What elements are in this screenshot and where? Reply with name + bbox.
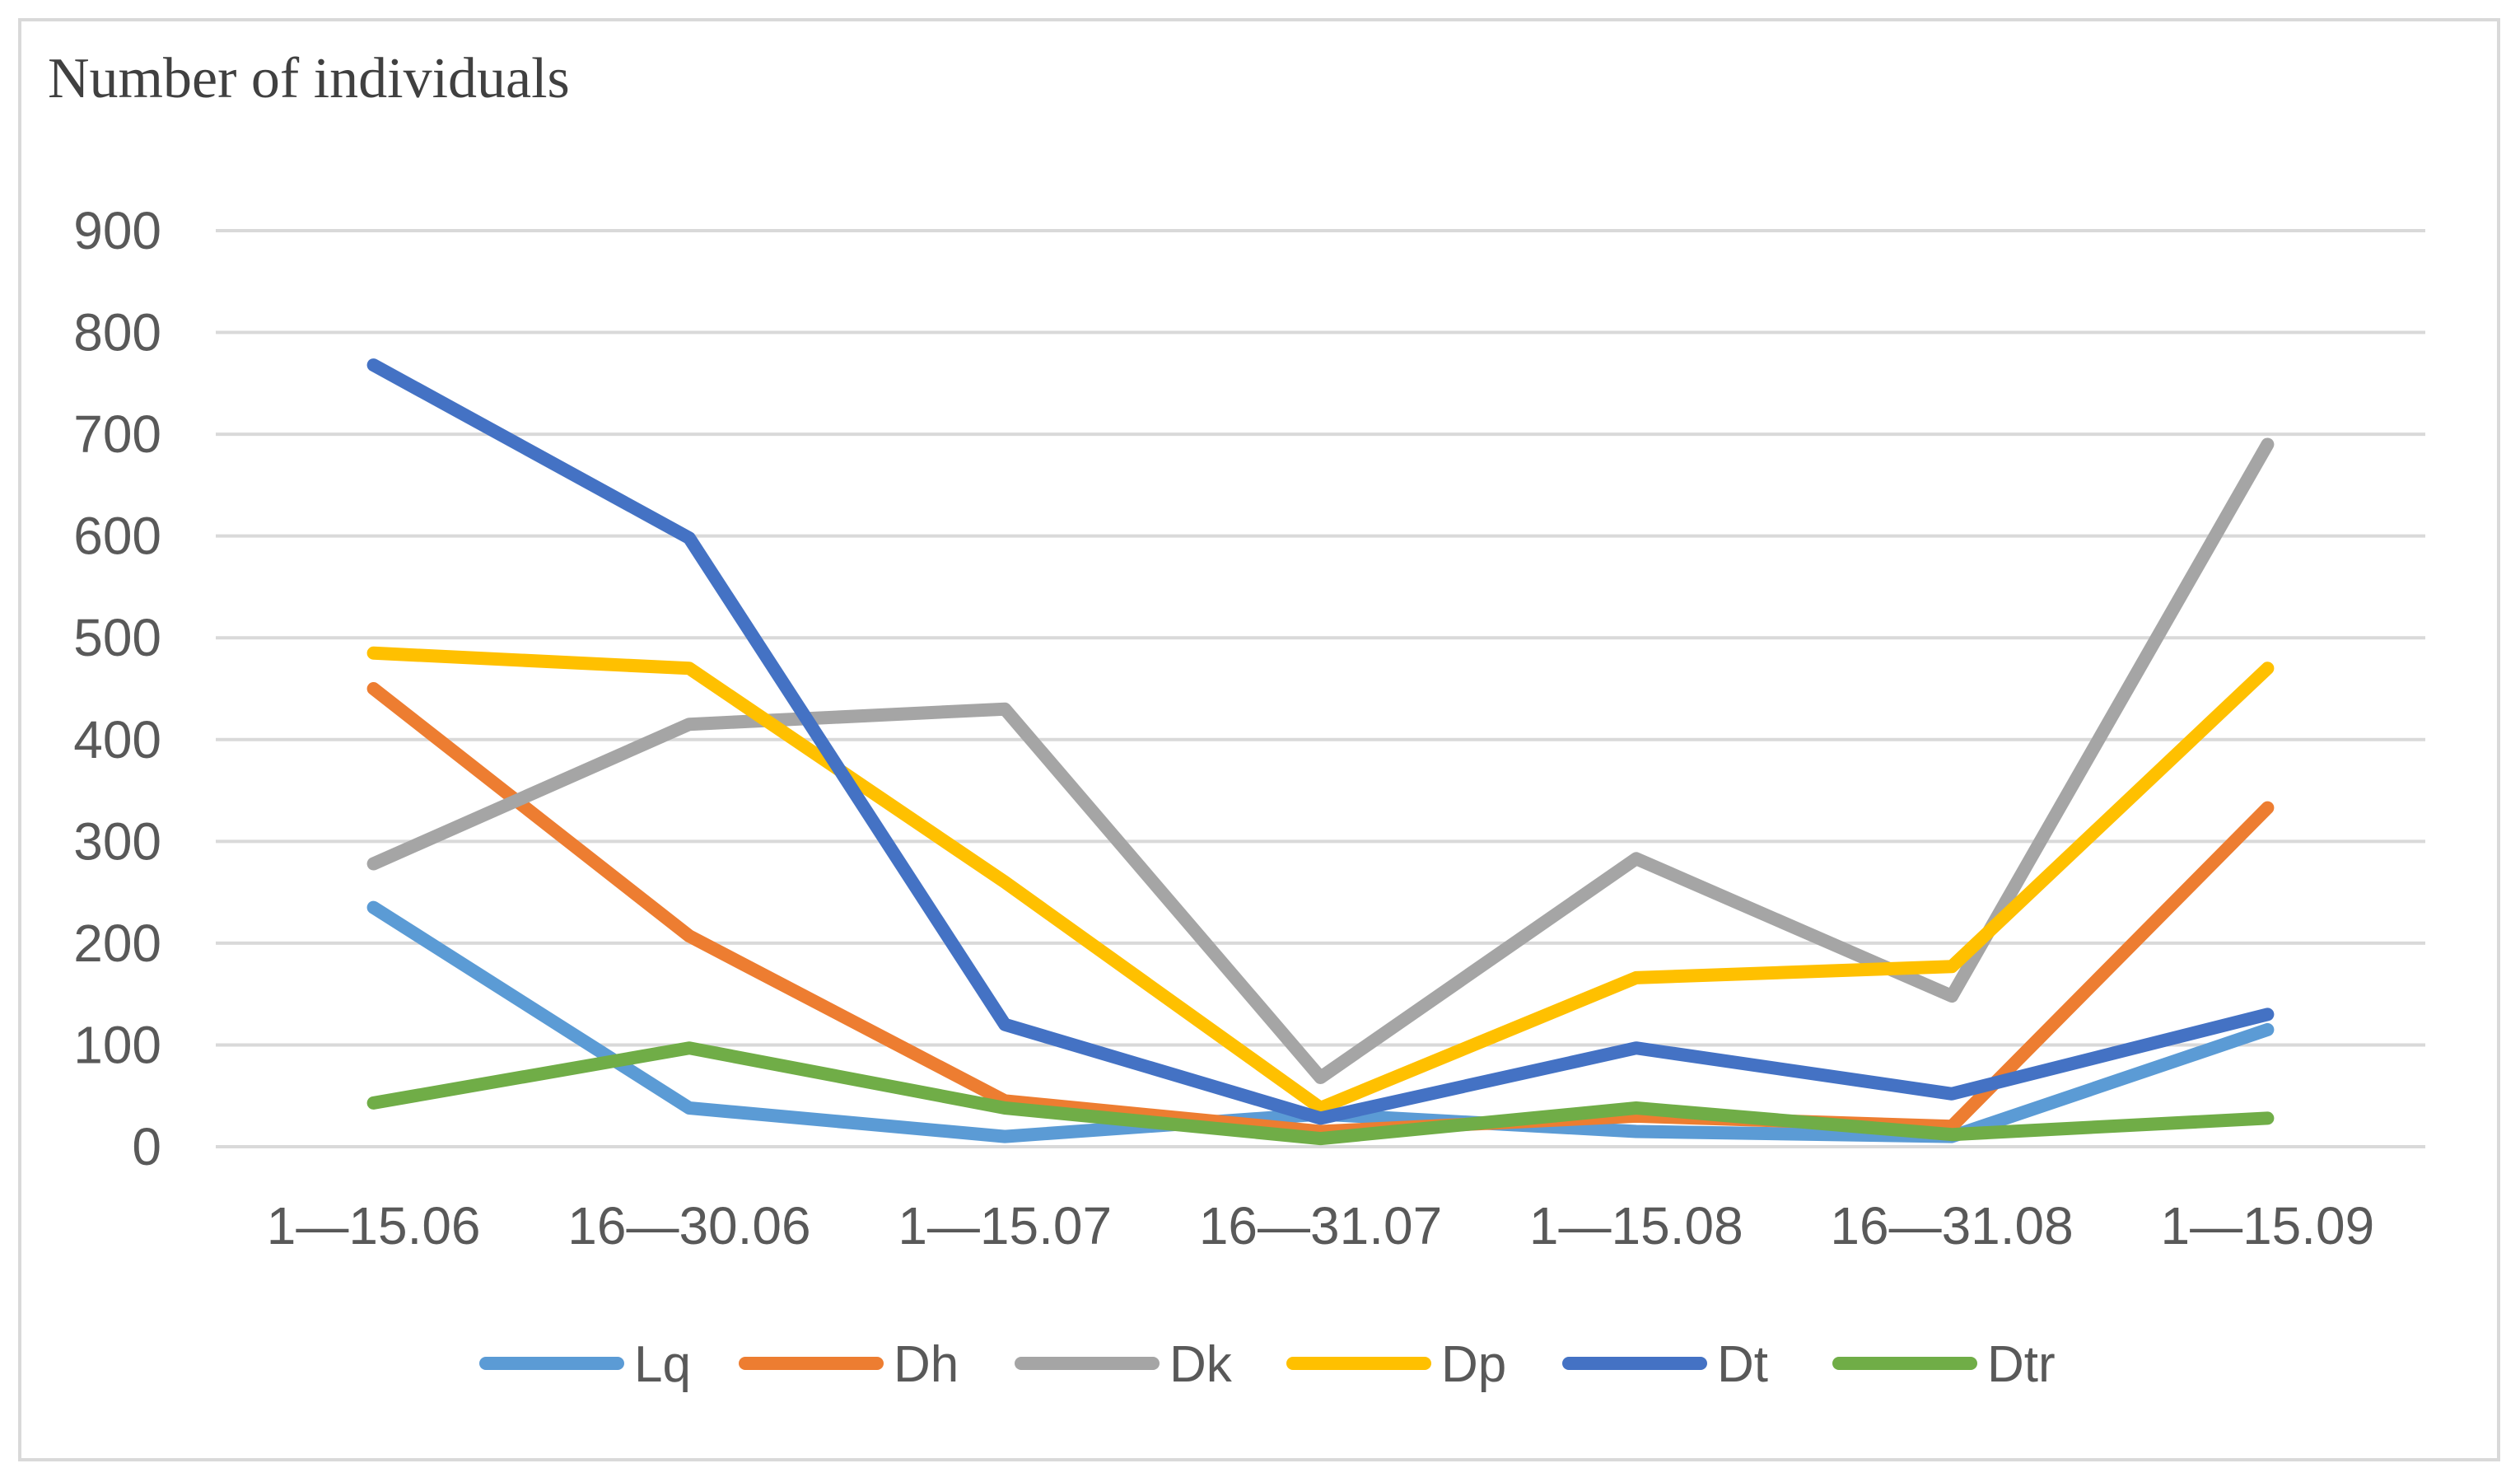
x-tick-labels: 1—15.06 16—30.06 1—15.07 16—31.07 1—15.08 16—… [267,1196,2374,1255]
series-line-dk [366,437,2275,1084]
legend-label: Lq [634,1336,691,1393]
y-tick-label: 400 [73,710,161,769]
legend-label: Dt [1717,1336,1768,1393]
series-line-dt [366,358,2275,1125]
x-tick-label: 16—31.07 [1199,1196,1442,1255]
y-tick-label: 500 [73,608,161,667]
legend: Lq Dh Dk Dp Dt Dtr [479,1336,2056,1393]
series-line-dh [366,682,2275,1138]
y-tick-label: 0 [132,1117,161,1176]
y-tick-label: 700 [73,404,161,464]
x-tick-label: 1—15.07 [898,1196,1112,1255]
y-tick-labels: 0 100 200 300 400 500 600 700 800 900 [73,201,161,1176]
y-tick-label: 100 [73,1015,161,1074]
legend-label: Dk [1169,1336,1233,1393]
legend-label: Dp [1441,1336,1506,1393]
x-tick-label: 16—31.08 [1830,1196,2073,1255]
legend-item-dk: Dk [1015,1336,1233,1393]
legend-label: Dh [894,1336,959,1393]
legend-item-dt: Dt [1562,1336,1768,1393]
legend-item-lq: Lq [479,1336,691,1393]
series-line-dp [366,646,2275,1115]
y-tick-label: 300 [73,811,161,871]
x-tick-label: 1—15.06 [267,1196,481,1255]
legend-label: Dtr [1987,1336,2056,1393]
grid-group [216,229,2425,1148]
y-tick-label: 200 [73,914,161,973]
legend-item-dh: Dh [739,1336,959,1393]
y-tick-label: 800 [73,303,161,362]
series-group [366,358,2275,1146]
series-line-dtr [366,1041,2275,1146]
y-tick-label: 600 [73,507,161,566]
y-axis-title: Number of individuals [48,47,570,110]
x-tick-label: 1—15.08 [1529,1196,1743,1255]
y-tick-label: 900 [73,201,161,260]
x-tick-label: 1—15.09 [2160,1196,2374,1255]
legend-item-dtr: Dtr [1832,1336,2056,1393]
legend-item-dp: Dp [1286,1336,1506,1393]
x-tick-label: 16—30.06 [567,1196,810,1255]
